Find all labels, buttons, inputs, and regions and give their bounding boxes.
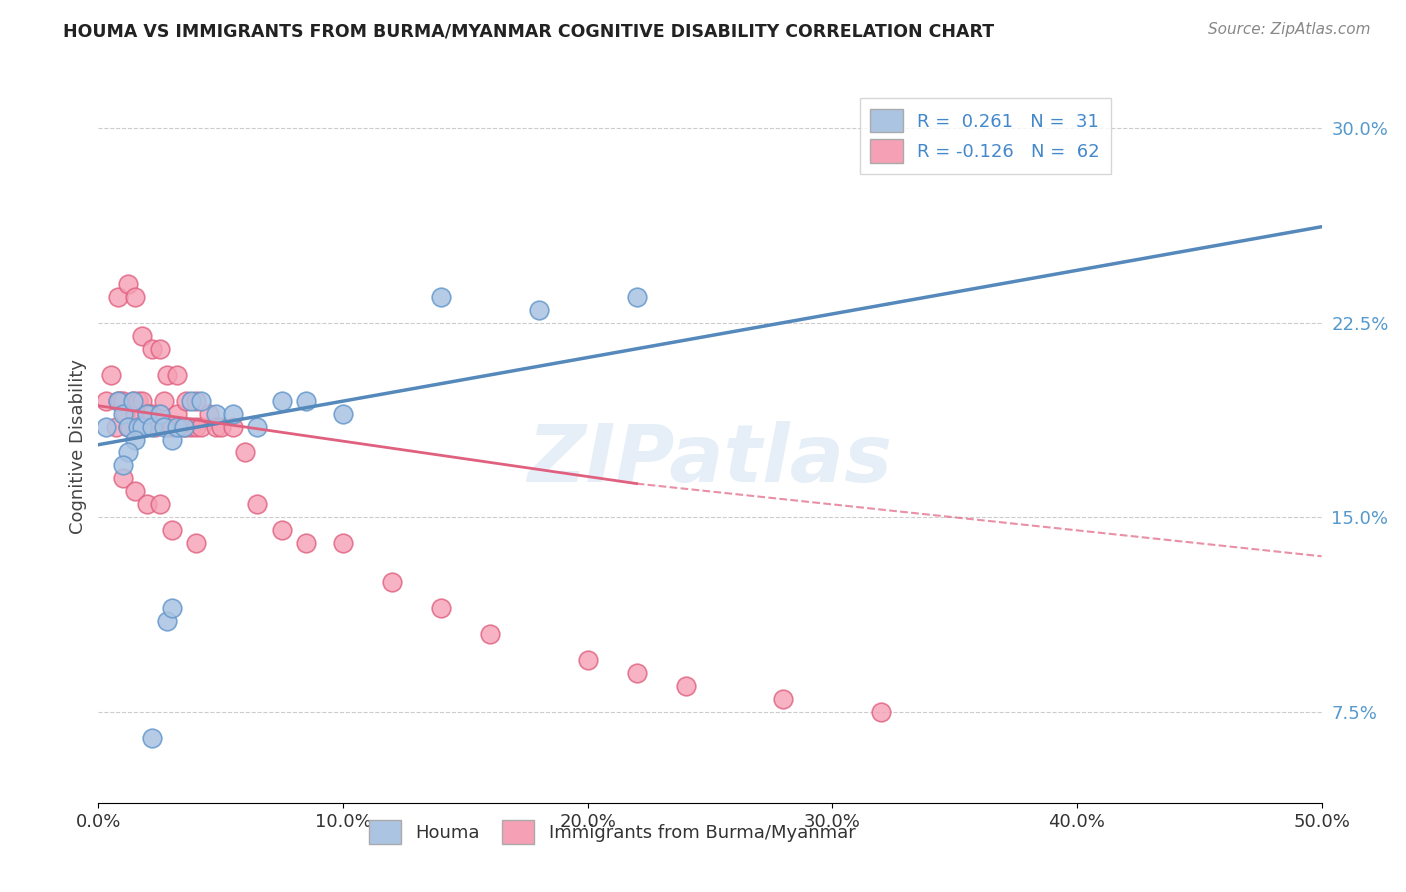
Point (124, 290, 146, 304)
Point (149, 497, 172, 511)
Point (160, 419, 183, 434)
Point (430, 601, 453, 615)
Point (114, 407, 136, 421)
Point (111, 471, 134, 485)
Point (117, 277, 139, 291)
Point (527, 302, 550, 317)
Point (186, 393, 208, 408)
Point (205, 419, 228, 434)
Point (120, 419, 142, 434)
Legend: Houma, Immigrants from Burma/Myanmar: Houma, Immigrants from Burma/Myanmar (359, 810, 866, 855)
Point (176, 419, 198, 434)
Point (190, 393, 212, 408)
Point (121, 393, 143, 408)
Point (626, 290, 648, 304)
Point (160, 601, 183, 615)
Point (870, 705, 893, 719)
Point (117, 419, 139, 434)
Point (772, 692, 794, 706)
Point (246, 497, 269, 511)
Point (149, 342, 172, 356)
Point (124, 484, 146, 499)
Text: HOUMA VS IMMIGRANTS FROM BURMA/MYANMAR COGNITIVE DISABILITY CORRELATION CHART: HOUMA VS IMMIGRANTS FROM BURMA/MYANMAR C… (63, 22, 994, 40)
Point (134, 419, 156, 434)
Point (197, 407, 219, 421)
Point (117, 445, 139, 459)
Point (675, 679, 697, 693)
Point (141, 419, 163, 434)
Point (136, 497, 159, 511)
Point (173, 419, 195, 434)
Point (381, 575, 404, 590)
Point (180, 419, 202, 434)
Point (110, 393, 132, 408)
Point (166, 407, 188, 421)
Point (153, 393, 176, 408)
Point (222, 419, 245, 434)
Point (332, 407, 354, 421)
Point (270, 393, 294, 408)
Point (111, 393, 134, 408)
Point (131, 393, 153, 408)
Point (160, 524, 183, 538)
Point (131, 419, 153, 434)
Point (94, 419, 117, 434)
Point (149, 407, 172, 421)
Text: Source: ZipAtlas.com: Source: ZipAtlas.com (1208, 22, 1371, 37)
Point (430, 290, 453, 304)
Point (127, 393, 149, 408)
Point (94, 393, 117, 408)
Point (156, 419, 179, 434)
Point (131, 328, 153, 343)
Point (124, 407, 146, 421)
Point (222, 407, 245, 421)
Point (332, 536, 354, 550)
Point (209, 419, 232, 434)
Point (295, 536, 318, 550)
Point (156, 614, 179, 628)
Point (111, 458, 134, 473)
Point (190, 419, 212, 434)
Point (136, 407, 159, 421)
Point (124, 433, 146, 447)
Point (100, 368, 122, 382)
Point (129, 419, 152, 434)
Point (104, 419, 127, 434)
Point (205, 407, 228, 421)
Y-axis label: Cognitive Disability: Cognitive Disability (69, 359, 87, 533)
Point (141, 342, 163, 356)
Point (111, 407, 134, 421)
Point (160, 433, 183, 447)
Point (576, 653, 599, 667)
Point (107, 393, 129, 408)
Point (166, 419, 188, 434)
Point (143, 419, 166, 434)
Point (153, 419, 176, 434)
Point (626, 666, 648, 681)
Point (180, 393, 202, 408)
Point (121, 393, 143, 408)
Point (270, 524, 294, 538)
Point (139, 407, 162, 421)
Point (186, 536, 208, 550)
Point (127, 419, 149, 434)
Point (117, 419, 139, 434)
Point (156, 368, 179, 382)
Point (295, 393, 318, 408)
Point (107, 393, 129, 408)
Point (233, 445, 256, 459)
Point (478, 627, 501, 641)
Point (170, 419, 193, 434)
Point (246, 419, 269, 434)
Point (186, 419, 208, 434)
Point (176, 393, 198, 408)
Point (149, 407, 172, 421)
Point (136, 407, 159, 421)
Point (107, 290, 129, 304)
Point (141, 731, 163, 745)
Point (141, 407, 163, 421)
Text: ZIPatlas: ZIPatlas (527, 421, 893, 500)
Point (166, 368, 188, 382)
